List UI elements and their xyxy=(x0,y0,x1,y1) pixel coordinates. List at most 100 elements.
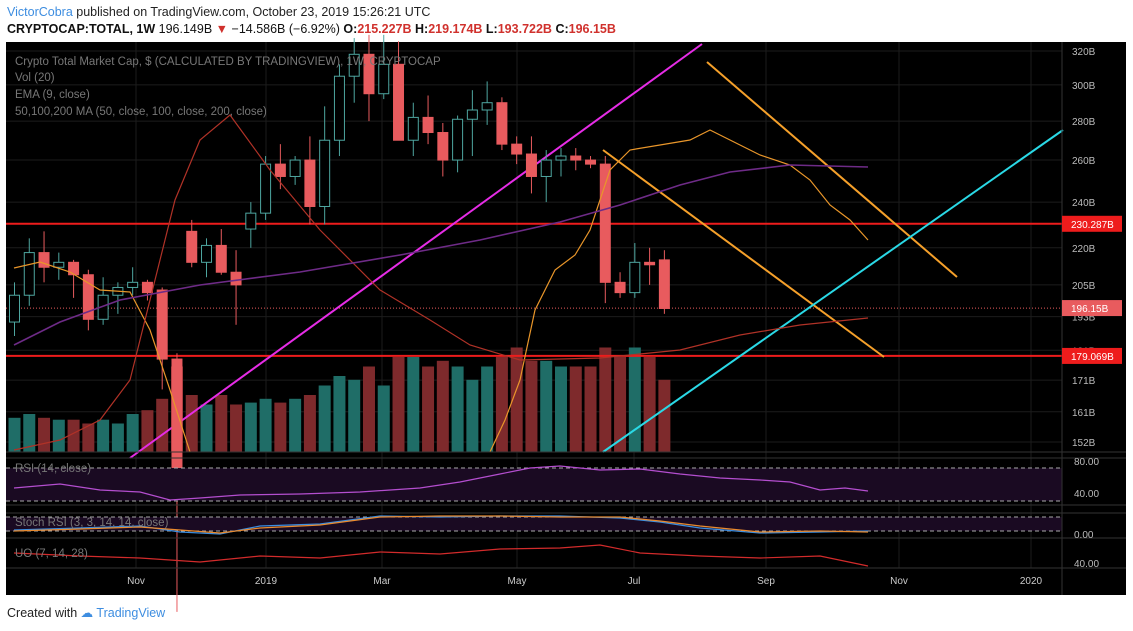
time-tick: Jul xyxy=(628,576,641,587)
volume-bar xyxy=(318,385,331,452)
candle-body xyxy=(511,143,523,155)
candle-body xyxy=(186,230,198,263)
volume-bar xyxy=(215,395,228,452)
candle-body xyxy=(570,155,582,161)
candle-body xyxy=(452,118,464,161)
stoch-k-line xyxy=(13,515,869,535)
chart-background xyxy=(6,42,1126,595)
high-label: H: xyxy=(415,22,429,36)
rsi-line xyxy=(13,465,869,501)
price-tick: 220B xyxy=(1072,244,1096,255)
candle-body xyxy=(378,63,390,95)
volume-bar xyxy=(525,360,538,452)
candle-body xyxy=(644,261,656,266)
falling-channel-upper-line xyxy=(706,61,958,278)
time-tick: 2019 xyxy=(255,576,278,587)
volume-bar xyxy=(407,357,420,452)
volume-bar xyxy=(628,347,641,452)
legend-title: Crypto Total Market Cap, $ (CALCULATED B… xyxy=(15,56,441,68)
price-tick: 320B xyxy=(1072,47,1096,58)
candle-body xyxy=(333,75,345,141)
price-tick: 260B xyxy=(1072,156,1096,167)
ma50-line xyxy=(13,114,869,451)
ema-line-early xyxy=(13,261,191,453)
volume-bar xyxy=(274,402,287,452)
time-tick: May xyxy=(508,576,527,587)
candle-body xyxy=(230,271,242,286)
volume-bar xyxy=(481,366,494,452)
stoch-d-line xyxy=(13,515,869,534)
tradingview-logo-icon[interactable]: ☁ xyxy=(80,606,94,620)
candle-body xyxy=(319,139,331,207)
volume-bar xyxy=(97,419,110,452)
volume-bar xyxy=(230,404,243,452)
candle-body xyxy=(9,294,20,323)
candle-body xyxy=(363,53,375,95)
volume-bar xyxy=(362,366,375,452)
price-tag-label: 179.069B xyxy=(1071,352,1114,363)
author-link[interactable]: VictorCobra xyxy=(7,5,73,19)
candle-body xyxy=(53,261,65,268)
candle-body xyxy=(393,63,405,141)
candle-body xyxy=(629,261,641,294)
volume-bar xyxy=(495,357,508,452)
candle-body xyxy=(658,259,670,309)
volume-bar xyxy=(451,366,464,452)
volume-bar xyxy=(141,410,154,452)
legend-uo: UO (7, 14, 28) xyxy=(15,548,88,560)
volume-bar xyxy=(554,366,567,452)
footer: Created with ☁ TradingView xyxy=(7,605,165,620)
pane-separators xyxy=(6,42,1126,595)
price-tag xyxy=(1062,300,1122,317)
price-tick: 171B xyxy=(1072,376,1096,387)
volume-bar xyxy=(244,402,257,452)
falling-channel-lower-line xyxy=(602,149,885,358)
price-tick: 193B xyxy=(1072,313,1096,324)
created-with-text: Created with xyxy=(7,606,78,620)
volume-bar xyxy=(67,419,80,452)
candle-body xyxy=(289,159,301,177)
volume-bar xyxy=(259,398,272,452)
candle-body xyxy=(599,163,611,283)
candle-body xyxy=(422,116,434,134)
volume-bar xyxy=(422,366,435,452)
candle-body xyxy=(555,155,567,161)
stoch-tick: 0.00 xyxy=(1074,530,1094,541)
candle-body xyxy=(525,153,537,177)
legend-stoch: Stoch RSI (3, 3, 14, 14, close) xyxy=(15,517,169,529)
candle-body xyxy=(68,261,80,276)
volume-bar xyxy=(392,357,405,452)
published-line: VictorCobra published on TradingView.com… xyxy=(7,5,430,19)
volume-bar xyxy=(466,379,479,452)
price-tag-label: 196.15B xyxy=(1071,304,1109,315)
candle-body xyxy=(304,159,316,207)
volume-bar xyxy=(584,366,597,452)
volume-bar xyxy=(569,366,582,452)
time-tick: 2020 xyxy=(1020,576,1043,587)
volume-bar xyxy=(348,379,361,452)
rsi-band xyxy=(6,468,1062,501)
price-change: −14.586B (−6.92%) xyxy=(231,22,340,36)
price-tag xyxy=(1062,215,1122,232)
volume-bar xyxy=(377,385,390,452)
price-tick: 300B xyxy=(1072,81,1096,92)
close-value: 196.15B xyxy=(568,22,616,36)
candle-body xyxy=(274,163,286,177)
symbol-line: CRYPTOCAP:TOTAL, 1W 196.149B ▼ −14.586B … xyxy=(7,22,616,36)
candle-body xyxy=(481,102,493,111)
volume-bar xyxy=(38,417,51,452)
tradingview-brand[interactable]: TradingView xyxy=(96,606,166,620)
uo-line xyxy=(13,544,869,567)
volume-bar xyxy=(185,395,198,452)
volume-bar xyxy=(111,423,124,452)
candle-body xyxy=(82,274,94,320)
open-label: O: xyxy=(343,22,358,36)
close-label: C: xyxy=(555,22,569,36)
volume-bar xyxy=(658,379,671,452)
candle-body xyxy=(496,102,508,145)
price-tick: 280B xyxy=(1072,117,1096,128)
volume-bar xyxy=(510,347,523,452)
candle-body xyxy=(614,281,626,294)
volume-bar xyxy=(23,414,36,452)
